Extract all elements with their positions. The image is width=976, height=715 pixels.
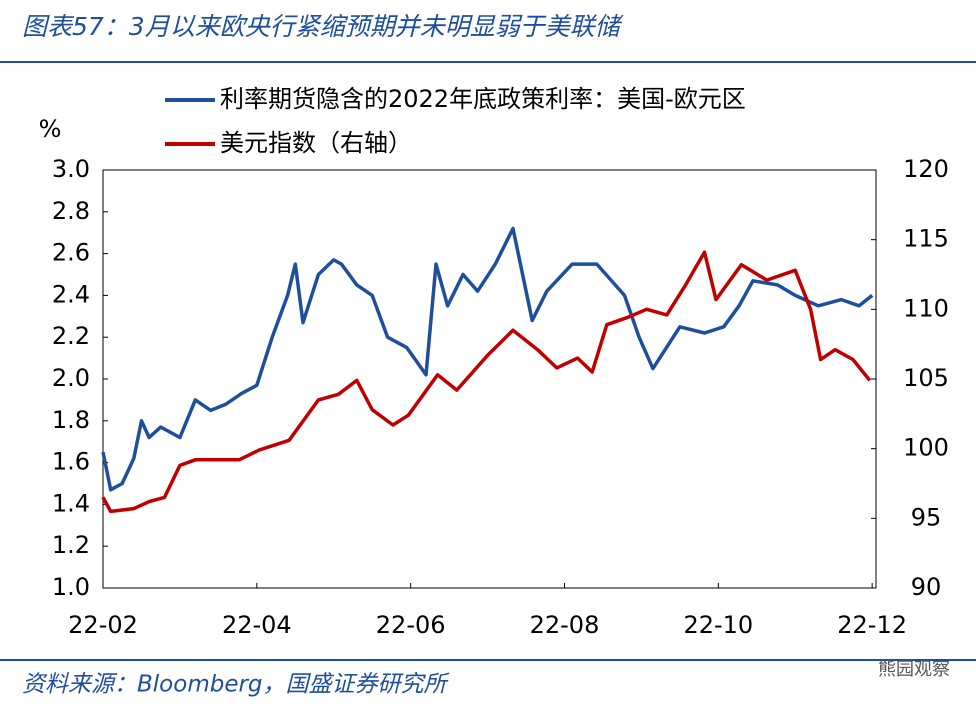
y2-tick-label: 100 (903, 434, 949, 462)
y2-tick-label: 90 (911, 573, 942, 601)
legend-label: 利率期货隐含的2022年底政策利率：美国-欧元区 (220, 85, 746, 113)
x-tick-label: 22-12 (837, 611, 907, 639)
y2-tick-label: 115 (903, 225, 949, 253)
y2-tick-label: 105 (903, 364, 949, 392)
x-tick-label: 22-06 (376, 611, 446, 639)
watermark: 熊园观察 (878, 659, 950, 680)
y-tick-label: 3.0 (52, 155, 90, 183)
y-tick-label: 1.0 (52, 573, 90, 601)
y-axis-label: % (39, 115, 62, 143)
source-note: 资料来源：Bloomberg，国盛证券研究所 (22, 672, 450, 698)
chart-title: 图表57：3月以来欧央行紧缩预期并未明显弱于美联储 (22, 12, 624, 41)
series-line (101, 226, 874, 492)
y2-tick-label: 95 (911, 503, 942, 531)
y-tick-label: 2.8 (52, 197, 90, 225)
x-tick-label: 22-10 (683, 611, 753, 639)
y-tick-label: 2.2 (52, 322, 90, 350)
series-line (101, 250, 872, 514)
plot-frame (102, 169, 877, 589)
y-tick-label: 2.0 (52, 364, 90, 392)
legend-label: 美元指数（右轴） (220, 129, 412, 157)
x-tick-label: 22-08 (530, 611, 600, 639)
y2-tick-label: 120 (903, 155, 949, 183)
x-tick-label: 22-04 (222, 611, 292, 639)
y-tick-label: 2.6 (52, 239, 90, 267)
y-tick-label: 1.6 (52, 448, 90, 476)
y-tick-label: 1.8 (52, 406, 90, 434)
y-tick-label: 1.2 (52, 531, 90, 559)
y-tick-label: 1.4 (52, 489, 90, 517)
y2-tick-label: 110 (903, 294, 949, 322)
x-tick-label: 22-02 (68, 611, 138, 639)
y-tick-label: 2.4 (52, 280, 90, 308)
